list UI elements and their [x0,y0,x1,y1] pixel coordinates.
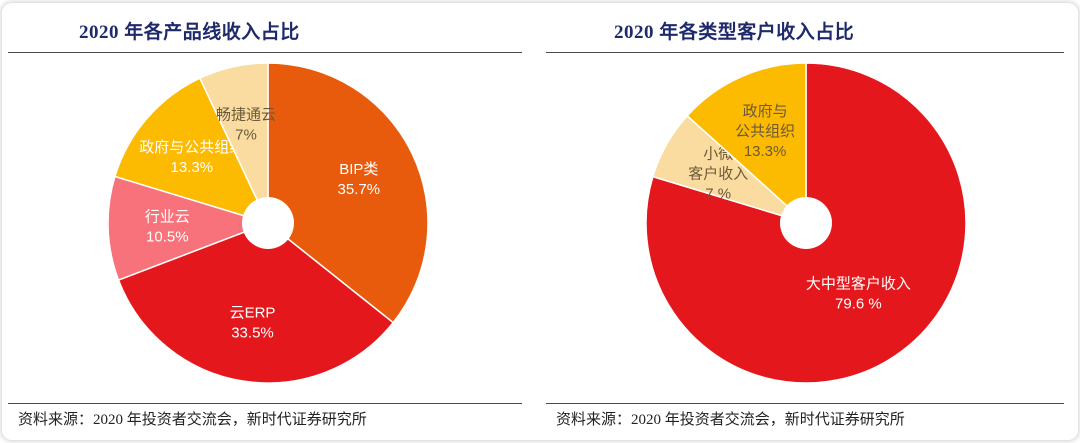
slice-category-label: 云ERP [230,305,276,322]
slice-value-label: 13.3% [171,159,214,176]
pie-slice [108,175,271,281]
chart-title: 2020 年各类型客户收入占比 [614,22,855,43]
slice-value-label: 79.6 % [835,296,882,313]
figure-frame: 2020 年各产品线收入占比 BIP类 35.7% 云ERP 33.5% 行业云 10.5… [2,3,1078,440]
source-rule [546,403,1064,404]
chart-title: 2020 年各产品线收入占比 [79,22,300,43]
slice-value-label: 13.3% [744,143,787,160]
source-note: 资料来源：2020 年投资者交流会，新时代证券研究所 [556,412,905,428]
title-rule [546,52,1064,53]
slice-value-label: 33.5% [231,325,274,342]
slice-category-label: 畅捷通云 [216,107,276,124]
slice-category-label: 行业云 [145,209,190,226]
slice-value-label: 35.7% [338,181,381,198]
slice-category-label: BIP类 [339,161,378,178]
pie-slice [198,63,269,224]
slice-value-label: 7 % [705,185,731,202]
slice-category-label: 政府与公共组织 [139,139,244,156]
pie-slice [267,63,428,324]
chart-panel-customer-types: 2020 年各类型客户收入占比 大中型客户收入 79.6 % 小微 客户收入 7 % 政府… [546,3,1064,440]
title-rule [8,52,522,53]
slice-value-label: 7% [235,127,257,144]
pie-slice [113,77,270,225]
source-note: 资料来源：2020 年投资者交流会，新时代证券研究所 [18,412,367,428]
slice-category-label: 政府与 [743,103,788,120]
slice-category-label: 大中型客户收入 [806,276,911,293]
pie-slice [117,222,395,383]
slice-category-label: 客户收入 [688,165,748,182]
pie-slice [686,63,807,225]
pie-chart-product-lines: BIP类 35.7% 云ERP 33.5% 行业云 10.5% 政府与公共组织 13.3% 畅捷… [108,63,428,383]
source-rule [8,403,522,404]
donut-hole [242,197,294,249]
slice-value-label: 10.5% [146,229,189,246]
donut-hole [780,197,832,249]
slice-category-label: 公共组织 [735,123,795,140]
chart-panel-product-lines: 2020 年各产品线收入占比 BIP类 35.7% 云ERP 33.5% 行业云 10.5… [8,3,522,440]
